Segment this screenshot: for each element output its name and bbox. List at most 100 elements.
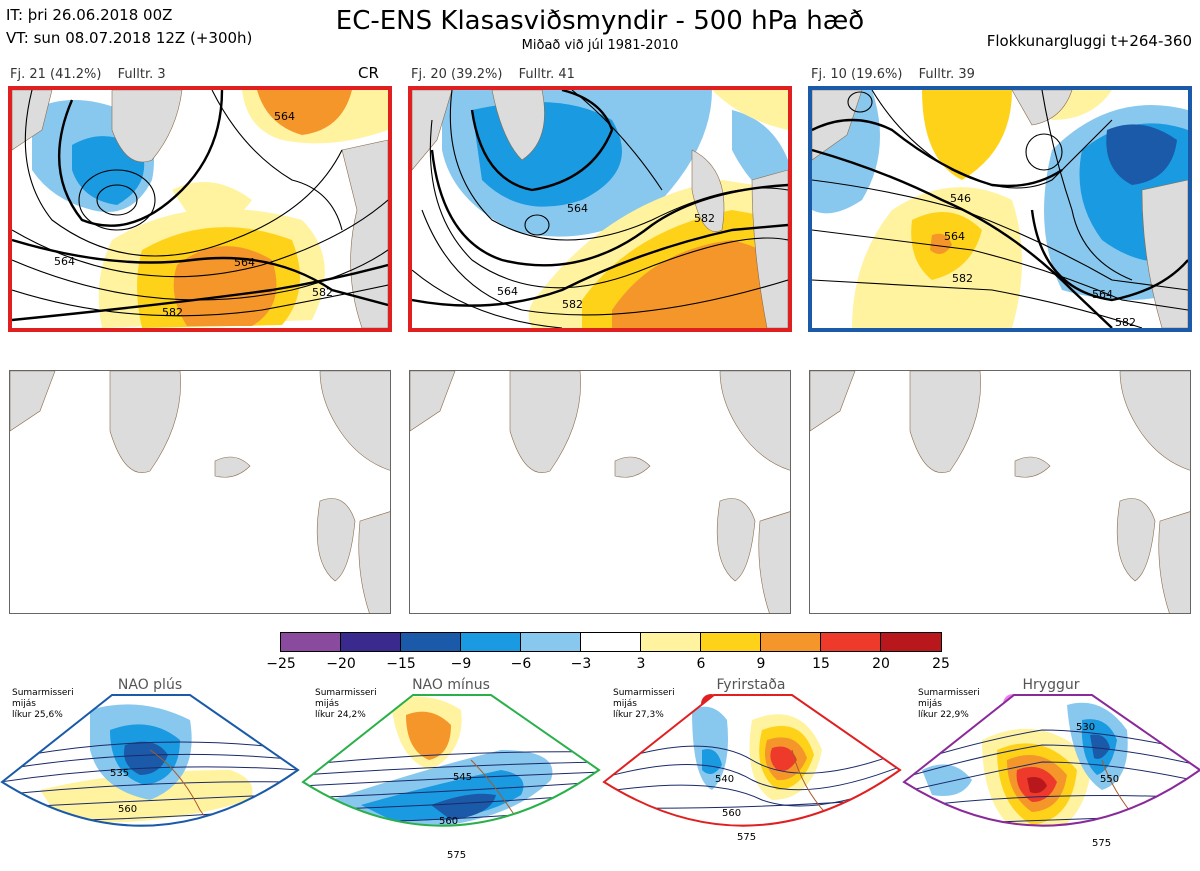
- colorbar-tick-label: −6: [510, 656, 532, 672]
- colorbar-swatch: [881, 633, 941, 651]
- page-subtitle: Miðað við júl 1981-2010: [521, 38, 679, 53]
- regime-contour-label: 530: [1076, 722, 1095, 733]
- colorbar-swatch: [521, 633, 581, 651]
- cluster-1-representative: Fulltr. 3: [117, 67, 166, 82]
- regime-1-name: NAO plús: [117, 677, 183, 693]
- colorbar-tick-label: 3: [636, 656, 646, 672]
- regime-4-map: 530 550 575: [902, 694, 1200, 849]
- colorbar-swatch: [761, 633, 821, 651]
- contour-label: 582: [312, 286, 333, 299]
- contour-label: 564: [944, 230, 965, 243]
- contour-label: 546: [950, 192, 971, 205]
- colorbar-swatch: [821, 633, 881, 651]
- regime-contour-label: 575: [447, 850, 466, 861]
- regime-state: mijás: [12, 699, 36, 709]
- regime-4-name: Hryggur: [1022, 677, 1080, 693]
- cluster-2-representative: Fulltr. 41: [518, 67, 575, 82]
- regime-contour-label: 560: [722, 808, 741, 819]
- contour-label: 564: [234, 256, 255, 269]
- contour-label: 564: [497, 285, 518, 298]
- classification-window: Flokkunargluggi t+264-360: [986, 32, 1192, 50]
- colorbar-tick-label: 20: [872, 656, 890, 672]
- colorbar-swatch: [341, 633, 401, 651]
- colorbar-tick-label: 15: [812, 656, 830, 672]
- colorbar-tick-label: −25: [266, 656, 296, 672]
- regime-season: Sumarmisseri: [613, 688, 675, 698]
- colorbar-tick-label: −3: [570, 656, 592, 672]
- contour-label: 582: [694, 212, 715, 225]
- cluster-3-map: 546 564 582 564 582: [808, 86, 1192, 332]
- regime-season: Sumarmisseri: [918, 688, 980, 698]
- regime-maps: 535 560 545 560 575: [0, 694, 1200, 861]
- colorbar-swatch: [701, 633, 761, 651]
- cluster-3-representative: Fulltr. 39: [918, 67, 975, 82]
- regime-contour-label: 545: [453, 772, 472, 783]
- cluster-1-tag: CR: [358, 64, 379, 82]
- colorbar-swatch: [461, 633, 521, 651]
- regime-2-name: NAO mínus: [412, 677, 490, 693]
- colorbar-tick-label: −20: [326, 656, 356, 672]
- regime-contour-label: 575: [737, 832, 756, 843]
- page-title: EC-ENS Klasasviðsmyndir - 500 hPa hæð: [335, 6, 865, 36]
- regime-contour-label: 535: [110, 768, 129, 779]
- cluster-2-label: Fj. 20 (39.2%) Fulltr. 41: [411, 67, 587, 82]
- contour-label: 564: [1092, 288, 1113, 301]
- contour-label: 564: [567, 202, 588, 215]
- colorbar-swatch: [281, 633, 341, 651]
- regime-season: Sumarmisseri: [12, 688, 74, 698]
- cluster-1-count: Fj. 21 (41.2%): [10, 67, 102, 82]
- regime-2-map: 545 560 575: [301, 694, 601, 861]
- empty-map-3-graphic: [810, 371, 1190, 613]
- regime-likelihood: líkur 27,3%: [613, 710, 664, 720]
- regime-season: Sumarmisseri: [315, 688, 377, 698]
- regime-likelihood: líkur 25,6%: [12, 710, 63, 720]
- regime-state: mijás: [918, 699, 942, 709]
- colorbar-swatch: [401, 633, 461, 651]
- regime-contour-label: 550: [1100, 774, 1119, 785]
- regime-3-info: Sumarmisseri mijás líkur 27,3%: [613, 688, 675, 721]
- regime-4-info: Sumarmisseri mijás líkur 22,9%: [918, 688, 980, 721]
- empty-map-2: [409, 370, 791, 614]
- regime-contour-label: 575: [1092, 838, 1111, 849]
- regime-contour-label: 560: [439, 816, 458, 827]
- cluster-2-count: Fj. 20 (39.2%): [411, 67, 503, 82]
- contour-label: 582: [562, 298, 583, 311]
- colorbar-tick-label: 9: [756, 656, 766, 672]
- empty-map-1-graphic: [10, 371, 390, 613]
- regime-3-map: 540 560 575: [602, 694, 902, 843]
- regime-contour-label: 540: [715, 774, 734, 785]
- contour-label: 582: [162, 306, 183, 319]
- cluster-1-map: 564 564 582 582 564: [8, 86, 392, 332]
- cluster-3-count: Fj. 10 (19.6%): [811, 67, 903, 82]
- contour-label: 582: [952, 272, 973, 285]
- colorbar-tick-label: −15: [386, 656, 416, 672]
- cluster-2-map-graphic: 564 582 564 582: [412, 90, 788, 328]
- regime-1-info: Sumarmisseri mijás líkur 25,6%: [12, 688, 74, 721]
- regime-1-map: 535 560: [0, 694, 300, 827]
- contour-label: 564: [274, 110, 295, 123]
- colorbar-tick-label: 25: [932, 656, 950, 672]
- colorbar-tick-label: −9: [450, 656, 472, 672]
- empty-map-1: [9, 370, 391, 614]
- regime-state: mijás: [315, 699, 339, 709]
- empty-map-2-graphic: [410, 371, 790, 613]
- regime-2-info: Sumarmisseri mijás líkur 24,2%: [315, 688, 377, 721]
- empty-map-3: [809, 370, 1191, 614]
- colorbar-swatch: [641, 633, 701, 651]
- regime-likelihood: líkur 24,2%: [315, 710, 366, 720]
- valid-time: VT: sun 08.07.2018 12Z (+300h): [6, 29, 253, 47]
- regime-likelihood: líkur 22,9%: [918, 710, 969, 720]
- contour-label: 582: [1115, 316, 1136, 328]
- regime-contour-label: 560: [118, 804, 137, 815]
- cluster-3-map-graphic: 546 564 582 564 582: [812, 90, 1188, 328]
- cluster-3-label: Fj. 10 (19.6%) Fulltr. 39: [811, 67, 987, 82]
- cluster-2-map: 564 582 564 582: [408, 86, 792, 332]
- regime-state: mijás: [613, 699, 637, 709]
- colorbar: [280, 632, 942, 652]
- contour-label: 564: [54, 255, 75, 268]
- colorbar-tick-label: 6: [696, 656, 706, 672]
- colorbar-swatch: [581, 633, 641, 651]
- initial-time: IT: þri 26.06.2018 00Z: [6, 6, 173, 24]
- cluster-1-map-graphic: 564 564 582 582 564: [12, 90, 388, 328]
- regime-3-name: Fyrirstaða: [716, 677, 786, 693]
